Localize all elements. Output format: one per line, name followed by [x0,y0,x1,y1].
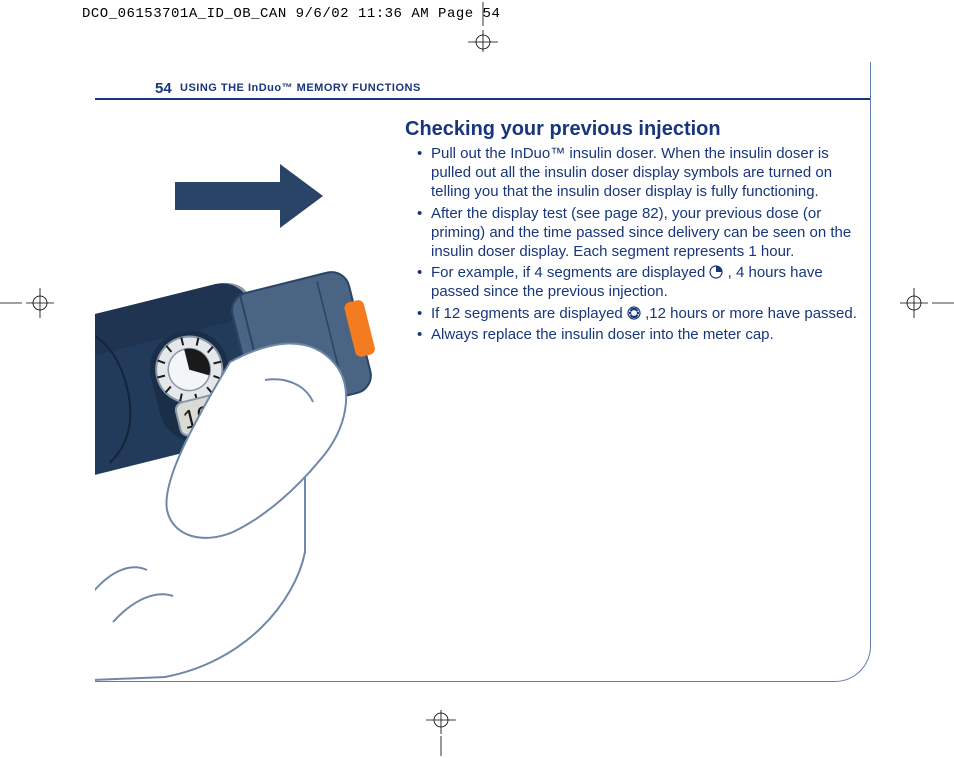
bullet-item: Pull out the InDuo™ insulin doser. When … [417,144,861,202]
bullet-text: If 12 segments are displayed [431,305,627,322]
instruction-list: Pull out the InDuo™ insulin doser. When … [417,144,861,346]
bullet-text: For example, if 4 segments are displayed [431,264,709,281]
header-rule [95,98,870,100]
section-title: USING THE InDuo™ MEMORY FUNCTIONS [180,82,421,94]
motion-arrow-icon [175,164,323,228]
page-header: 54 USING THE InDuo™ MEMORY FUNCTIONS [95,80,870,100]
page-frame: 54 USING THE InDuo™ MEMORY FUNCTIONS Che… [95,62,871,682]
clock-12-segment-icon [627,306,641,320]
device-illustration: 10. [95,122,415,682]
print-slug: DCO_06153701A_ID_OB_CAN 9/6/02 11:36 AM … [82,6,500,22]
clock-4-segment-icon [709,265,723,279]
crop-mark-bottom [426,710,456,756]
page-number: 54 [155,80,172,97]
crop-mark-left [0,288,54,318]
bullet-item: If 12 segments are displayed ,12 hours o… [417,304,861,323]
bullet-item: Always replace the insulin doser into th… [417,325,861,344]
crop-mark-right [900,288,954,318]
bullet-item: For example, if 4 segments are displayed… [417,263,861,301]
page-heading: Checking your previous injection [405,118,721,141]
bullet-item: After the display test (see page 82), yo… [417,204,861,262]
bullet-text: ,12 hours or more have passed. [645,305,857,322]
crop-mark-top [468,2,498,52]
